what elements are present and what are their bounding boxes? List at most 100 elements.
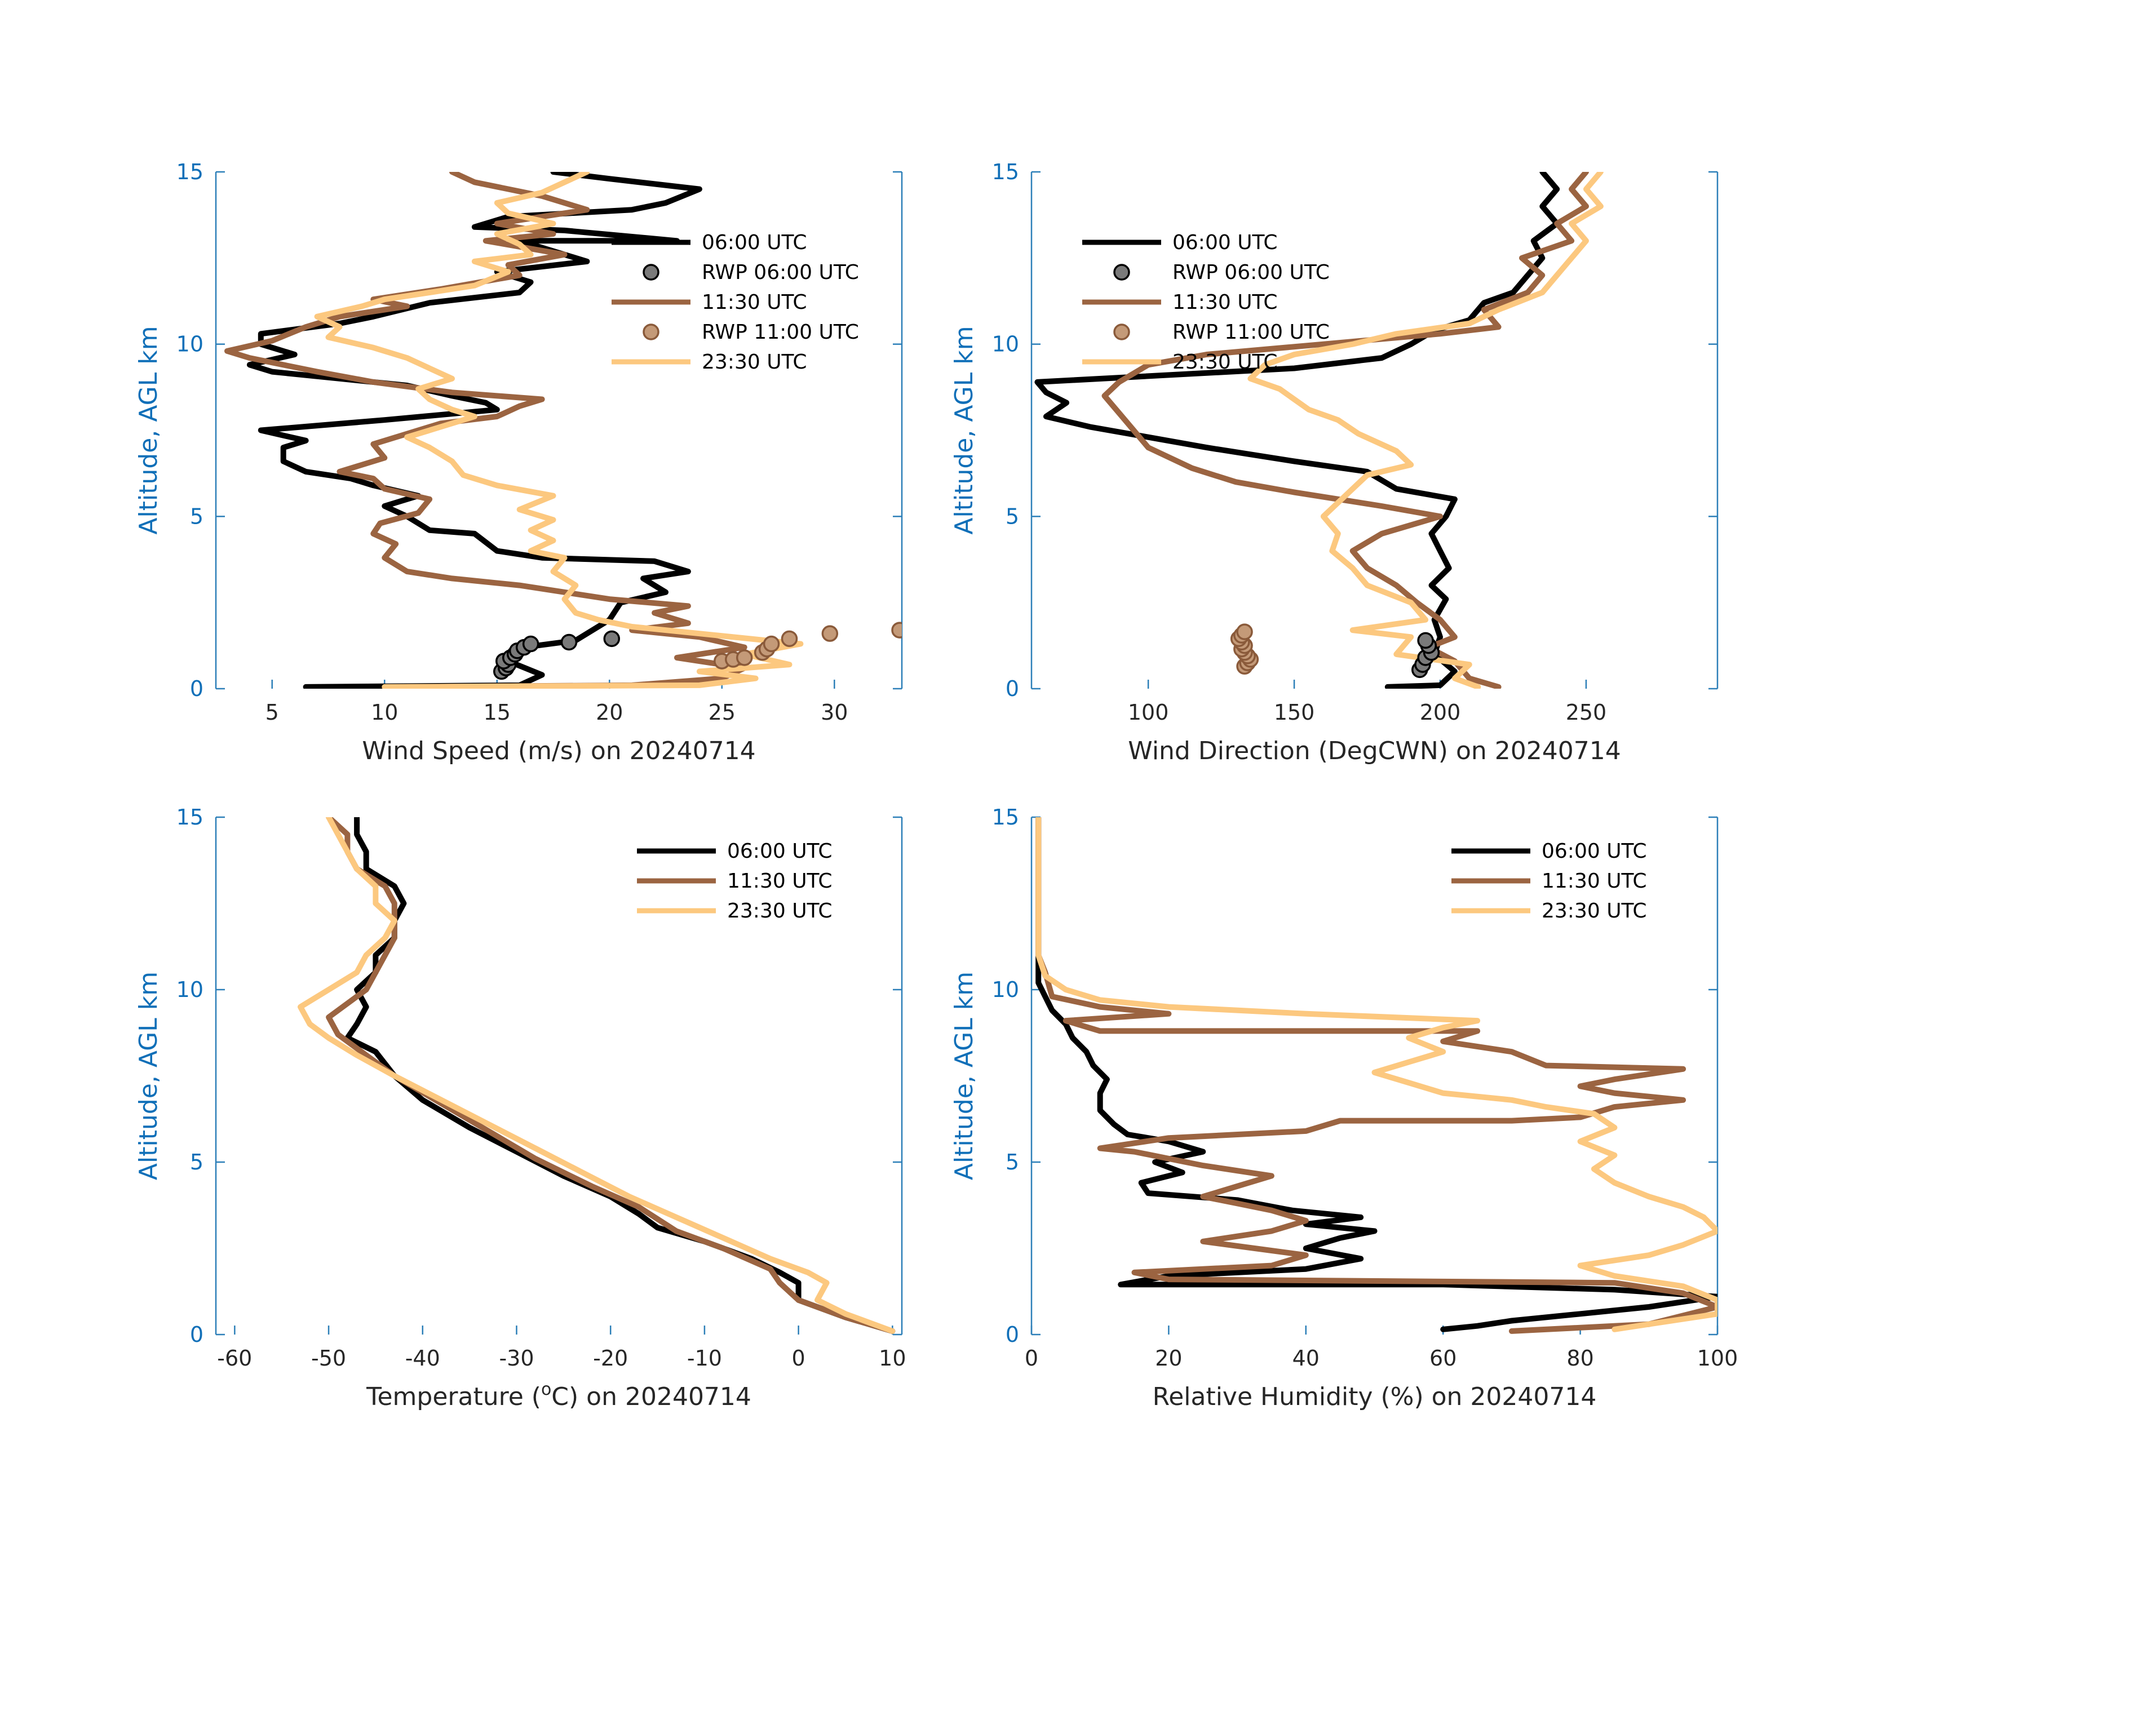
plot-area <box>1035 817 1717 1334</box>
legend-marker-swatch <box>1113 323 1130 340</box>
y-tick-label: 5 <box>1006 504 1019 529</box>
legend-label: RWP 06:00 UTC <box>1172 261 1330 284</box>
rwp-point <box>560 633 578 651</box>
x-tick-label: 40 <box>1292 1346 1320 1371</box>
legend-label: 06:00 UTC <box>1542 840 1647 863</box>
legend-label: 23:30 UTC <box>1172 351 1278 374</box>
x-tick-label: 10 <box>879 1346 906 1371</box>
y-axis-label: Altitude, AGL km <box>134 972 163 1180</box>
y-tick-label: 15 <box>992 805 1019 830</box>
rwp-point <box>781 630 798 648</box>
x-tick-label: 25 <box>709 700 736 725</box>
legend-label: RWP 11:00 UTC <box>1172 321 1330 344</box>
y-tick-label: 0 <box>1006 676 1019 701</box>
x-tick-label: 250 <box>1566 700 1607 725</box>
y-axis-label: Altitude, AGL km <box>134 326 163 534</box>
chart-panel-wind-direction: 0 5 10 15 100 150 200 250 Altitude, AGL km Wind D… <box>950 159 1719 765</box>
x-tick-label: 20 <box>1155 1346 1182 1371</box>
x-tick-label: 0 <box>792 1346 805 1371</box>
x-tick-label: 15 <box>484 700 511 725</box>
legend-marker-swatch <box>643 264 659 281</box>
rwp-point <box>763 635 780 653</box>
chart-panel-relative-humidity: 0 5 10 15 0 20 40 60 80 100 Altitude, AGL km Relati… <box>950 805 1738 1411</box>
rwp-point <box>603 630 621 648</box>
y-tick-label: 10 <box>992 332 1019 357</box>
legend: 06:00 UTC RWP 06:00 UTC 11:30 UTC RWP 11:00… <box>612 231 859 374</box>
x-tick-label: 20 <box>596 700 623 725</box>
y-tick-label: 0 <box>190 676 203 701</box>
y-axis-label: Altitude, AGL km <box>950 972 979 1180</box>
legend-label: 11:30 UTC <box>727 870 833 893</box>
chart-panel-wind-speed: 0 5 10 15 5 10 15 20 25 30 Altitude, AGL km Wind Sp… <box>134 159 903 765</box>
x-tick-label: 200 <box>1420 700 1461 725</box>
series-line-23-30-utc <box>298 817 896 1334</box>
x-axis-label: Wind Speed (m/s) on 20240714 <box>362 737 755 765</box>
legend-label: 11:30 UTC <box>702 291 807 314</box>
legend: 06:00 UTC RWP 06:00 UTC 11:30 UTC RWP 11:00… <box>1082 231 1330 374</box>
series-line-11-30-utc <box>224 172 747 689</box>
legend: 06:00 UTC 11:30 UTC 23:30 UTC <box>637 840 833 923</box>
y-tick-label: 0 <box>190 1322 203 1347</box>
series-line-06-00-utc <box>246 172 702 689</box>
x-tick-label: -30 <box>499 1346 534 1371</box>
chart-panel-temperature: 0 5 10 15 -60 -50 -40 -30 -20 -10 0 10 Altitude, AGL… <box>134 805 906 1411</box>
legend-label: 23:30 UTC <box>727 899 833 923</box>
legend-label: 06:00 UTC <box>727 840 833 863</box>
x-tick-label: 60 <box>1429 1346 1456 1371</box>
series-line-23-30-utc <box>314 172 804 689</box>
rwp-point <box>891 622 902 639</box>
rwp-point <box>736 649 753 666</box>
y-tick-label: 10 <box>992 977 1019 1002</box>
series-line-23-30-utc <box>1247 172 1604 689</box>
legend-label: 23:30 UTC <box>702 351 807 374</box>
series-line-23-30-utc <box>1035 817 1717 1332</box>
legend-marker-swatch <box>1113 264 1130 281</box>
plot-area <box>1034 172 1604 689</box>
series-line-11-30-utc <box>326 817 896 1334</box>
x-tick-label: -20 <box>593 1346 628 1371</box>
legend-label: RWP 11:00 UTC <box>702 321 859 344</box>
y-tick-label: 5 <box>190 1150 203 1174</box>
x-tick-label: 100 <box>1128 700 1169 725</box>
x-axis-label: Relative Humidity (%) on 20240714 <box>1153 1382 1597 1411</box>
x-tick-label: -60 <box>217 1346 252 1371</box>
series-line-06-00-utc <box>1034 172 1560 689</box>
y-tick-label: 10 <box>176 332 203 357</box>
y-tick-label: 0 <box>1006 1322 1019 1347</box>
plot-area <box>224 172 902 689</box>
series-line-06-00-utc <box>1035 817 1717 1332</box>
x-tick-label: -10 <box>687 1346 722 1371</box>
x-axis-label: Wind Direction (DegCWN) on 20240714 <box>1128 737 1621 765</box>
y-tick-label: 10 <box>176 977 203 1002</box>
legend-label: 11:30 UTC <box>1542 870 1647 893</box>
rwp-point <box>1236 623 1253 640</box>
x-axis-label: Temperature (oC) on 20240714 <box>366 1380 751 1411</box>
legend-label: 11:30 UTC <box>1172 291 1278 314</box>
y-tick-label: 5 <box>1006 1150 1019 1174</box>
y-tick-label: 15 <box>992 159 1019 184</box>
x-tick-label: 100 <box>1697 1346 1738 1371</box>
legend-label: 23:30 UTC <box>1542 899 1647 923</box>
series-line-11-30-utc <box>1035 817 1717 1334</box>
plot-area <box>298 817 896 1334</box>
x-tick-label: -50 <box>311 1346 346 1371</box>
rwp-point <box>821 625 839 642</box>
rwp-point <box>522 635 539 653</box>
legend-label: RWP 06:00 UTC <box>702 261 859 284</box>
x-tick-label: -40 <box>405 1346 440 1371</box>
x-tick-label: 30 <box>821 700 848 725</box>
legend: 06:00 UTC 11:30 UTC 23:30 UTC <box>1451 840 1647 923</box>
y-tick-label: 5 <box>190 504 203 529</box>
x-tick-label: 150 <box>1274 700 1315 725</box>
x-tick-label: 0 <box>1025 1346 1038 1371</box>
series-line-06-00-utc <box>344 817 896 1334</box>
y-axis-label: Altitude, AGL km <box>950 326 979 534</box>
y-tick-label: 15 <box>176 805 203 830</box>
x-tick-label: 80 <box>1566 1346 1593 1371</box>
x-tick-label: 5 <box>265 700 279 725</box>
series-line-11-30-utc <box>1101 172 1589 689</box>
legend-marker-swatch <box>643 323 659 340</box>
x-tick-label: 10 <box>371 700 398 725</box>
legend-label: 06:00 UTC <box>1172 231 1278 254</box>
